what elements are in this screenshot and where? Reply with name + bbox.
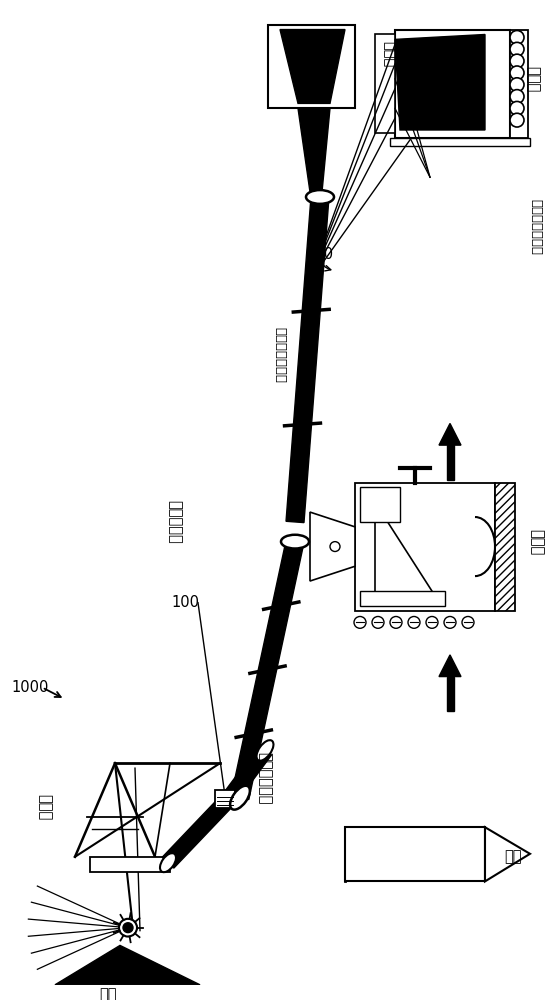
Circle shape — [510, 78, 524, 92]
Bar — [446, 445, 453, 480]
Circle shape — [123, 923, 133, 933]
Text: 多级输煤带: 多级输煤带 — [167, 500, 182, 544]
Bar — [215, 790, 235, 808]
Bar — [390, 138, 530, 146]
Circle shape — [510, 90, 524, 103]
Bar — [375, 34, 395, 133]
Bar — [446, 677, 453, 711]
Bar — [345, 827, 485, 881]
Bar — [268, 25, 355, 108]
Bar — [395, 30, 510, 138]
Circle shape — [510, 101, 524, 115]
Circle shape — [330, 542, 340, 551]
Ellipse shape — [230, 786, 250, 810]
Text: 给煤机: 给煤机 — [525, 66, 541, 92]
Circle shape — [510, 31, 524, 44]
Polygon shape — [280, 30, 345, 103]
Circle shape — [408, 616, 420, 628]
Text: 100: 100 — [171, 595, 199, 610]
Circle shape — [510, 54, 524, 68]
Ellipse shape — [256, 740, 273, 761]
Text: 给煤机读标位置: 给煤机读标位置 — [273, 327, 287, 383]
Bar — [510, 30, 528, 138]
Text: 斗轮机输煤带: 斗轮机输煤带 — [257, 752, 272, 804]
Text: 1000: 1000 — [12, 680, 49, 695]
Circle shape — [426, 616, 438, 628]
Bar — [360, 487, 400, 522]
Bar — [495, 483, 515, 611]
Ellipse shape — [160, 853, 176, 872]
Polygon shape — [298, 108, 330, 192]
Circle shape — [390, 616, 402, 628]
Circle shape — [444, 616, 456, 628]
Circle shape — [510, 66, 524, 80]
Circle shape — [372, 616, 384, 628]
Polygon shape — [485, 827, 530, 881]
Text: 磨煤机: 磨煤机 — [529, 529, 545, 555]
Polygon shape — [55, 945, 200, 985]
Ellipse shape — [281, 535, 309, 549]
Text: 锅炉: 锅炉 — [504, 849, 522, 864]
Circle shape — [354, 616, 366, 628]
Polygon shape — [223, 746, 271, 802]
Text: 煤堆: 煤堆 — [99, 987, 117, 1000]
Text: 煤粉仓: 煤粉仓 — [383, 41, 397, 67]
Polygon shape — [310, 512, 355, 581]
Circle shape — [462, 616, 474, 628]
Polygon shape — [439, 423, 461, 445]
Polygon shape — [395, 34, 485, 130]
Polygon shape — [162, 792, 236, 868]
Text: 200: 200 — [306, 247, 334, 262]
Circle shape — [510, 113, 524, 127]
Ellipse shape — [306, 190, 334, 204]
Text: 给煤机读标位置: 给煤机读标位置 — [529, 199, 542, 255]
Polygon shape — [231, 540, 304, 800]
Polygon shape — [439, 655, 461, 677]
Polygon shape — [375, 502, 435, 596]
Bar — [360, 591, 445, 606]
Bar — [90, 857, 170, 872]
Polygon shape — [286, 196, 329, 523]
Text: 斗轮机: 斗轮机 — [37, 794, 53, 821]
Circle shape — [119, 919, 137, 937]
Bar — [355, 483, 495, 611]
Circle shape — [510, 42, 524, 56]
